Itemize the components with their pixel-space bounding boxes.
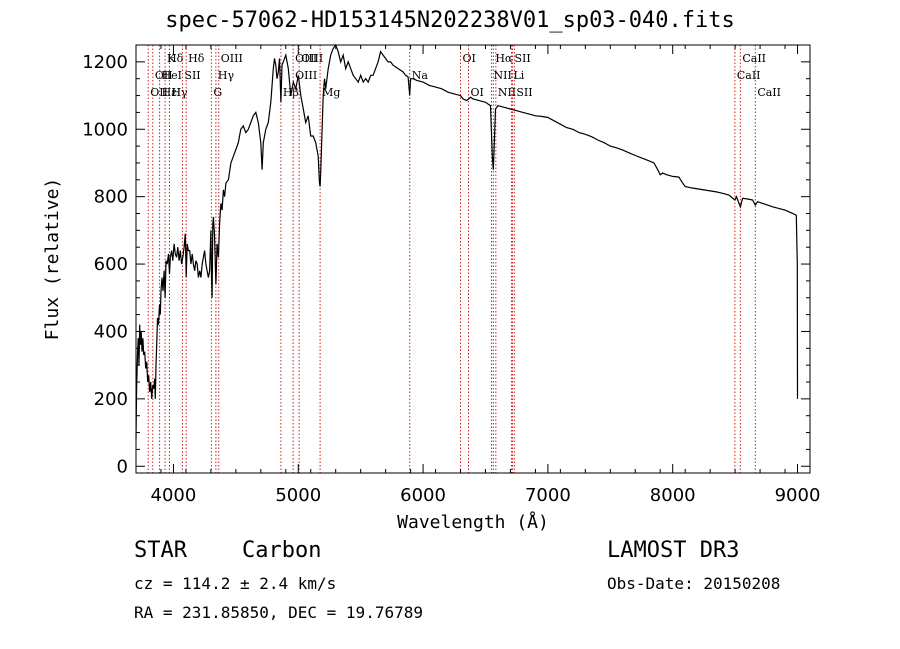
spectral-line-label: OI bbox=[471, 86, 484, 99]
spectral-line-label: SII bbox=[184, 69, 200, 82]
spectrum-series-line bbox=[135, 43, 799, 440]
survey-name: LAMOST DR3 bbox=[607, 538, 740, 563]
spectral-line-label: CaII bbox=[742, 52, 766, 65]
y-tick-label: 1000 bbox=[82, 119, 128, 140]
spectral-line-label: G bbox=[213, 86, 222, 99]
chart-title: spec-57062-HD153145N202238V01_sp03-040.f… bbox=[165, 8, 735, 33]
x-tick-label: 9000 bbox=[775, 485, 821, 506]
spectral-line-label: NII bbox=[493, 69, 511, 82]
spectral-line-label: OIII bbox=[221, 52, 243, 65]
spectral-line-label: OIII bbox=[295, 52, 317, 65]
spectral-line-label: OIII bbox=[301, 52, 323, 65]
y-tick-label: 400 bbox=[94, 321, 128, 342]
x-tick-label: 5000 bbox=[275, 485, 321, 506]
object-subclass: Carbon bbox=[242, 538, 322, 563]
plot-frame bbox=[135, 44, 811, 474]
coordinates: RA = 231.85850, DEC = 19.76789 bbox=[134, 603, 423, 622]
spectral-line-label: NII bbox=[498, 86, 516, 99]
x-axis-label: Wavelength (Å) bbox=[397, 511, 549, 533]
obs-date: Obs-Date: 20150208 bbox=[607, 574, 781, 593]
x-tick-label: 7000 bbox=[525, 485, 571, 506]
y-tick-label: 200 bbox=[94, 389, 128, 410]
spectral-line-label: Li bbox=[513, 69, 524, 82]
spectral-line-label: Hγ bbox=[218, 69, 235, 82]
spectral-line-label: HeI bbox=[162, 69, 182, 82]
spectral-line-label: OII bbox=[150, 86, 168, 99]
spectral-line-label: Mg bbox=[322, 86, 340, 99]
spectral-line-label: OII bbox=[155, 69, 173, 82]
spectral-line-label: Hε bbox=[162, 86, 178, 99]
spectral-line-label: CaII bbox=[757, 86, 781, 99]
y-axis-label: Flux (relative) bbox=[42, 178, 63, 341]
spectral-line-label: SII bbox=[514, 52, 530, 65]
spectral-line-label: SII bbox=[516, 86, 532, 99]
spectral-line-label: OI bbox=[463, 52, 476, 65]
spectral-lines-layer bbox=[147, 45, 756, 473]
spectral-line-label: Hβ bbox=[283, 86, 299, 99]
spectral-line-label: H bbox=[171, 86, 181, 99]
spectral-line-label: Hδ bbox=[188, 52, 205, 65]
spectral-line-label: Hα bbox=[495, 52, 513, 65]
spectral-line-label: Hγ bbox=[171, 86, 188, 99]
x-tick-label: 6000 bbox=[400, 485, 446, 506]
x-tick-label: 4000 bbox=[151, 485, 197, 506]
y-tick-label: 0 bbox=[117, 456, 128, 477]
axes-layer: 4000 5000 6000 7000 8000 9000 0 200 400 600 800 100… bbox=[42, 44, 821, 533]
spectral-line-label: CaII bbox=[737, 69, 761, 82]
y-tick-label: 600 bbox=[94, 254, 128, 275]
spectrum-layer bbox=[135, 43, 799, 440]
line-labels-layer: OIIOIIHεHeIHδKHγHSIIHδGHγOIIIHβOIIIOIIIO… bbox=[150, 52, 781, 99]
y-tick-label: 1200 bbox=[82, 52, 128, 73]
spectral-line-label: OIII bbox=[295, 69, 317, 82]
x-tick-label: 8000 bbox=[650, 485, 696, 506]
spectral-line-label: K bbox=[167, 52, 176, 65]
spectral-line-label: Na bbox=[412, 69, 429, 82]
redshift-cz: cz = 114.2 ± 2.4 km/s bbox=[134, 574, 337, 593]
object-type: STAR bbox=[134, 538, 187, 563]
spectral-line-label: Hδ bbox=[167, 52, 184, 65]
y-tick-label: 800 bbox=[94, 187, 128, 208]
